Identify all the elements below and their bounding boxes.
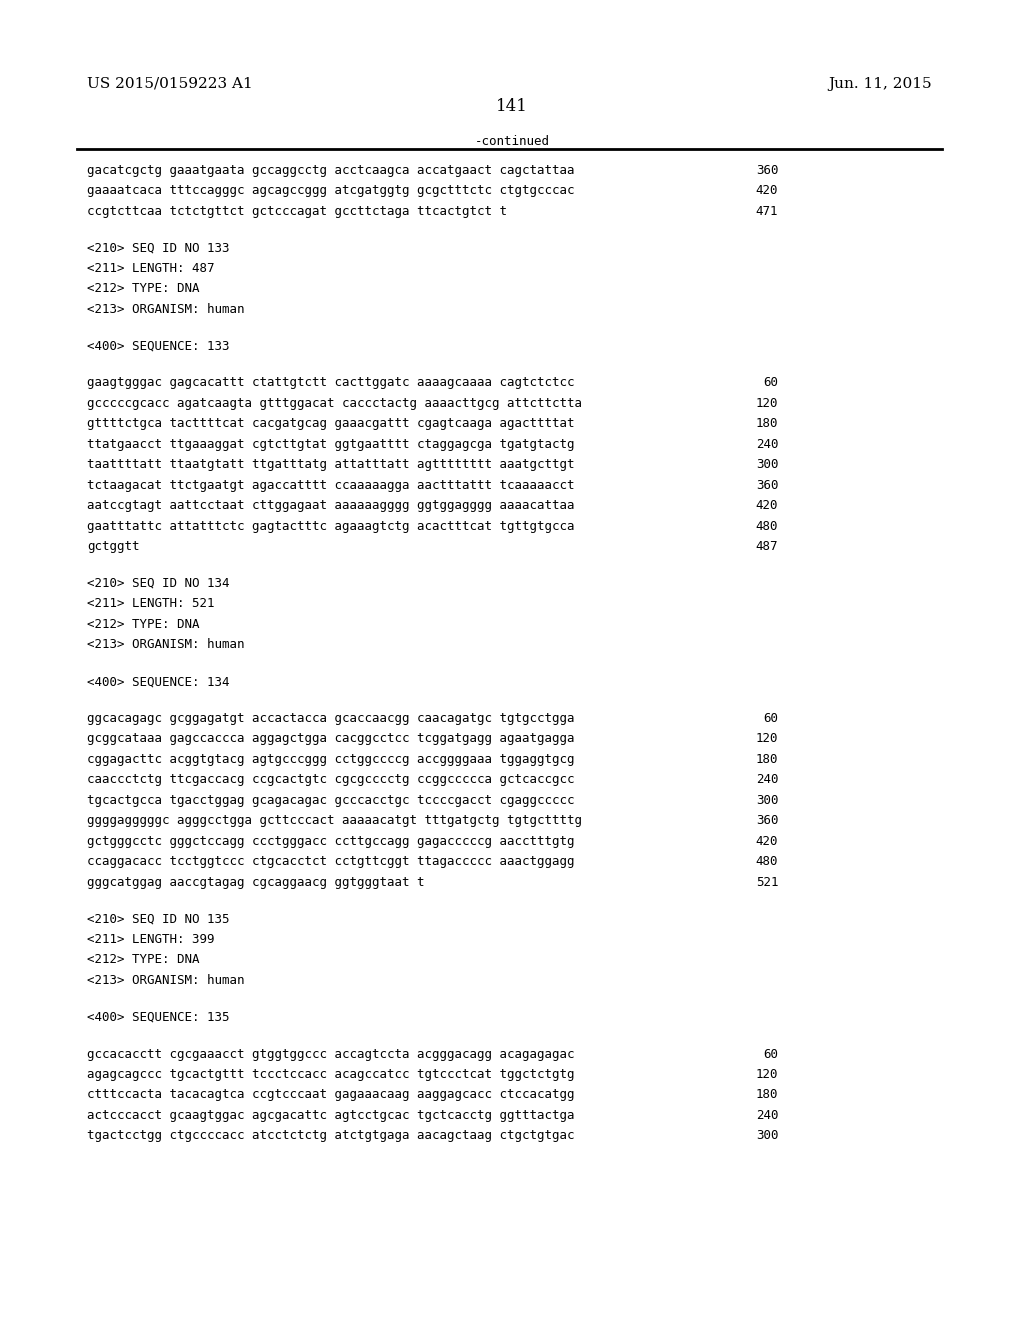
Text: taattttatt ttaatgtatt ttgatttatg attatttatt agtttttttt aaatgcttgt: taattttatt ttaatgtatt ttgatttatg attattt… bbox=[87, 458, 574, 471]
Text: <211> LENGTH: 399: <211> LENGTH: 399 bbox=[87, 933, 215, 946]
Text: gctgggcctc gggctccagg ccctgggacc ccttgccagg gagacccccg aacctttgtg: gctgggcctc gggctccagg ccctgggacc ccttgcc… bbox=[87, 834, 574, 847]
Text: <212> TYPE: DNA: <212> TYPE: DNA bbox=[87, 953, 200, 966]
Text: <212> TYPE: DNA: <212> TYPE: DNA bbox=[87, 618, 200, 631]
Text: gaaaatcaca tttccagggc agcagccggg atcgatggtg gcgctttctc ctgtgcccac: gaaaatcaca tttccagggc agcagccggg atcgatg… bbox=[87, 183, 574, 197]
Text: 360: 360 bbox=[756, 164, 778, 177]
Text: 420: 420 bbox=[756, 499, 778, 512]
Text: <213> ORGANISM: human: <213> ORGANISM: human bbox=[87, 974, 245, 987]
Text: 300: 300 bbox=[756, 1130, 778, 1142]
Text: 480: 480 bbox=[756, 520, 778, 533]
Text: 180: 180 bbox=[756, 417, 778, 430]
Text: <400> SEQUENCE: 134: <400> SEQUENCE: 134 bbox=[87, 675, 229, 688]
Text: 487: 487 bbox=[756, 540, 778, 553]
Text: gcggcataaa gagccaccca aggagctgga cacggcctcc tcggatgagg agaatgagga: gcggcataaa gagccaccca aggagctgga cacggcc… bbox=[87, 733, 574, 746]
Text: ccgtcttcaa tctctgttct gctcccagat gccttctaga ttcactgtct t: ccgtcttcaa tctctgttct gctcccagat gccttct… bbox=[87, 205, 507, 218]
Text: 60: 60 bbox=[763, 1048, 778, 1060]
Text: <212> TYPE: DNA: <212> TYPE: DNA bbox=[87, 282, 200, 296]
Text: ggggagggggc agggcctgga gcttcccact aaaaacatgt tttgatgctg tgtgcttttg: ggggagggggc agggcctgga gcttcccact aaaaac… bbox=[87, 814, 582, 828]
Text: 240: 240 bbox=[756, 1109, 778, 1122]
Text: <213> ORGANISM: human: <213> ORGANISM: human bbox=[87, 302, 245, 315]
Text: gaagtgggac gagcacattt ctattgtctt cacttggatc aaaagcaaaa cagtctctcc: gaagtgggac gagcacattt ctattgtctt cacttgg… bbox=[87, 376, 574, 389]
Text: tgactcctgg ctgccccacc atcctctctg atctgtgaga aacagctaag ctgctgtgac: tgactcctgg ctgccccacc atcctctctg atctgtg… bbox=[87, 1130, 574, 1142]
Text: 521: 521 bbox=[756, 875, 778, 888]
Text: 120: 120 bbox=[756, 1068, 778, 1081]
Text: 120: 120 bbox=[756, 397, 778, 411]
Text: actcccacct gcaagtggac agcgacattc agtcctgcac tgctcacctg ggtttactga: actcccacct gcaagtggac agcgacattc agtcctg… bbox=[87, 1109, 574, 1122]
Text: <400> SEQUENCE: 135: <400> SEQUENCE: 135 bbox=[87, 1011, 229, 1024]
Text: 471: 471 bbox=[756, 205, 778, 218]
Text: 60: 60 bbox=[763, 376, 778, 389]
Text: gccacacctt cgcgaaacct gtggtggccc accagtccta acgggacagg acagagagac: gccacacctt cgcgaaacct gtggtggccc accagtc… bbox=[87, 1048, 574, 1060]
Text: gttttctgca tacttttcat cacgatgcag gaaacgattt cgagtcaaga agacttttat: gttttctgca tacttttcat cacgatgcag gaaacga… bbox=[87, 417, 574, 430]
Text: gggcatggag aaccgtagag cgcaggaacg ggtgggtaat t: gggcatggag aaccgtagag cgcaggaacg ggtgggt… bbox=[87, 875, 425, 888]
Text: -continued: -continued bbox=[474, 135, 550, 148]
Text: ctttccacta tacacagtca ccgtcccaat gagaaacaag aaggagcacc ctccacatgg: ctttccacta tacacagtca ccgtcccaat gagaaac… bbox=[87, 1089, 574, 1101]
Text: 420: 420 bbox=[756, 834, 778, 847]
Text: ggcacagagc gcggagatgt accactacca gcaccaacgg caacagatgc tgtgcctgga: ggcacagagc gcggagatgt accactacca gcaccaa… bbox=[87, 711, 574, 725]
Text: gcccccgcacc agatcaagta gtttggacat caccctactg aaaacttgcg attcttctta: gcccccgcacc agatcaagta gtttggacat caccct… bbox=[87, 397, 582, 411]
Text: tgcactgcca tgacctggag gcagacagac gcccacctgc tccccgacct cgaggccccc: tgcactgcca tgacctggag gcagacagac gcccacc… bbox=[87, 793, 574, 807]
Text: 300: 300 bbox=[756, 458, 778, 471]
Text: 180: 180 bbox=[756, 752, 778, 766]
Text: 480: 480 bbox=[756, 855, 778, 869]
Text: ccaggacacc tcctggtccc ctgcacctct cctgttcggt ttagaccccc aaactggagg: ccaggacacc tcctggtccc ctgcacctct cctgttc… bbox=[87, 855, 574, 869]
Text: 360: 360 bbox=[756, 479, 778, 492]
Text: ttatgaacct ttgaaaggat cgtcttgtat ggtgaatttt ctaggagcga tgatgtactg: ttatgaacct ttgaaaggat cgtcttgtat ggtgaat… bbox=[87, 438, 574, 451]
Text: gctggtt: gctggtt bbox=[87, 540, 139, 553]
Text: 300: 300 bbox=[756, 793, 778, 807]
Text: 420: 420 bbox=[756, 183, 778, 197]
Text: <211> LENGTH: 521: <211> LENGTH: 521 bbox=[87, 598, 215, 610]
Text: US 2015/0159223 A1: US 2015/0159223 A1 bbox=[87, 77, 253, 91]
Text: caaccctctg ttcgaccacg ccgcactgtc cgcgcccctg ccggccccca gctcaccgcc: caaccctctg ttcgaccacg ccgcactgtc cgcgccc… bbox=[87, 774, 574, 787]
Text: 360: 360 bbox=[756, 814, 778, 828]
Text: gacatcgctg gaaatgaata gccaggcctg acctcaagca accatgaact cagctattaa: gacatcgctg gaaatgaata gccaggcctg acctcaa… bbox=[87, 164, 574, 177]
Text: 141: 141 bbox=[496, 98, 528, 115]
Text: <213> ORGANISM: human: <213> ORGANISM: human bbox=[87, 639, 245, 651]
Text: agagcagccc tgcactgttt tccctccacc acagccatcc tgtccctcat tggctctgtg: agagcagccc tgcactgttt tccctccacc acagcca… bbox=[87, 1068, 574, 1081]
Text: <210> SEQ ID NO 133: <210> SEQ ID NO 133 bbox=[87, 242, 229, 255]
Text: 180: 180 bbox=[756, 1089, 778, 1101]
Text: gaatttattc attatttctc gagtactttc agaaagtctg acactttcat tgttgtgcca: gaatttattc attatttctc gagtactttc agaaagt… bbox=[87, 520, 574, 533]
Text: <210> SEQ ID NO 135: <210> SEQ ID NO 135 bbox=[87, 912, 229, 925]
Text: 60: 60 bbox=[763, 711, 778, 725]
Text: aatccgtagt aattcctaat cttggagaat aaaaaagggg ggtggagggg aaaacattaa: aatccgtagt aattcctaat cttggagaat aaaaaag… bbox=[87, 499, 574, 512]
Text: 240: 240 bbox=[756, 438, 778, 451]
Text: <211> LENGTH: 487: <211> LENGTH: 487 bbox=[87, 261, 215, 275]
Text: <400> SEQUENCE: 133: <400> SEQUENCE: 133 bbox=[87, 339, 229, 352]
Text: 240: 240 bbox=[756, 774, 778, 787]
Text: Jun. 11, 2015: Jun. 11, 2015 bbox=[828, 77, 932, 91]
Text: 120: 120 bbox=[756, 733, 778, 746]
Text: tctaagacat ttctgaatgt agaccatttt ccaaaaagga aactttattt tcaaaaacct: tctaagacat ttctgaatgt agaccatttt ccaaaaa… bbox=[87, 479, 574, 492]
Text: <210> SEQ ID NO 134: <210> SEQ ID NO 134 bbox=[87, 577, 229, 590]
Text: cggagacttc acggtgtacg agtgcccggg cctggccccg accggggaaa tggaggtgcg: cggagacttc acggtgtacg agtgcccggg cctggcc… bbox=[87, 752, 574, 766]
